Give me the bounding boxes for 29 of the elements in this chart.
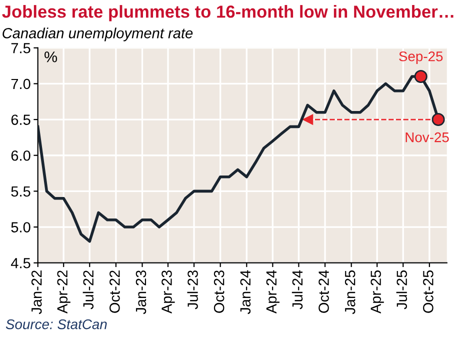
y-tick-label: 5.5 [11,186,30,197]
x-tick-label: Jan-23 [136,270,146,314]
x-tick-label: Oct-22 [110,270,120,313]
x-tick-label: Jan-22 [31,270,42,314]
x-tick-label: Oct-24 [318,270,329,313]
x-tick-label: Jul-22 [82,270,94,310]
y-tick-label: 5.0 [11,222,30,232]
source-note: Source: StatCan [6,319,107,330]
y-axis-title: % [44,52,58,62]
chart-title: Jobless rate plummets to 16-month low in November… [2,5,454,22]
x-tick-label: Jul-24 [292,270,303,310]
x-tick-label: Apr-24 [266,270,280,314]
x-tick-label: Apr-22 [57,270,70,314]
x-tick-label: Jul-25 [396,270,408,310]
annotation: Sep-25 [399,51,443,64]
y-tick-label: 6.5 [11,114,30,125]
y-tick-label: 7.5 [11,43,30,54]
x-tick-label: Jan-25 [344,270,356,314]
x-tick-label: Jan-24 [240,270,251,314]
chart-subtitle: Canadian unemployment rate [2,28,193,42]
x-tick-label: Jul-23 [187,270,198,310]
annotation: Nov-25 [406,132,449,142]
x-tick-label: Oct-23 [214,270,224,313]
y-tick-label: 6.0 [11,150,30,161]
x-tick-label: Apr-25 [370,270,384,314]
y-tick-label: 4.5 [10,258,30,268]
x-tick-label: Oct-25 [423,270,434,313]
y-tick-label: 7.0 [11,78,30,90]
x-tick-label: Apr-23 [162,270,175,314]
